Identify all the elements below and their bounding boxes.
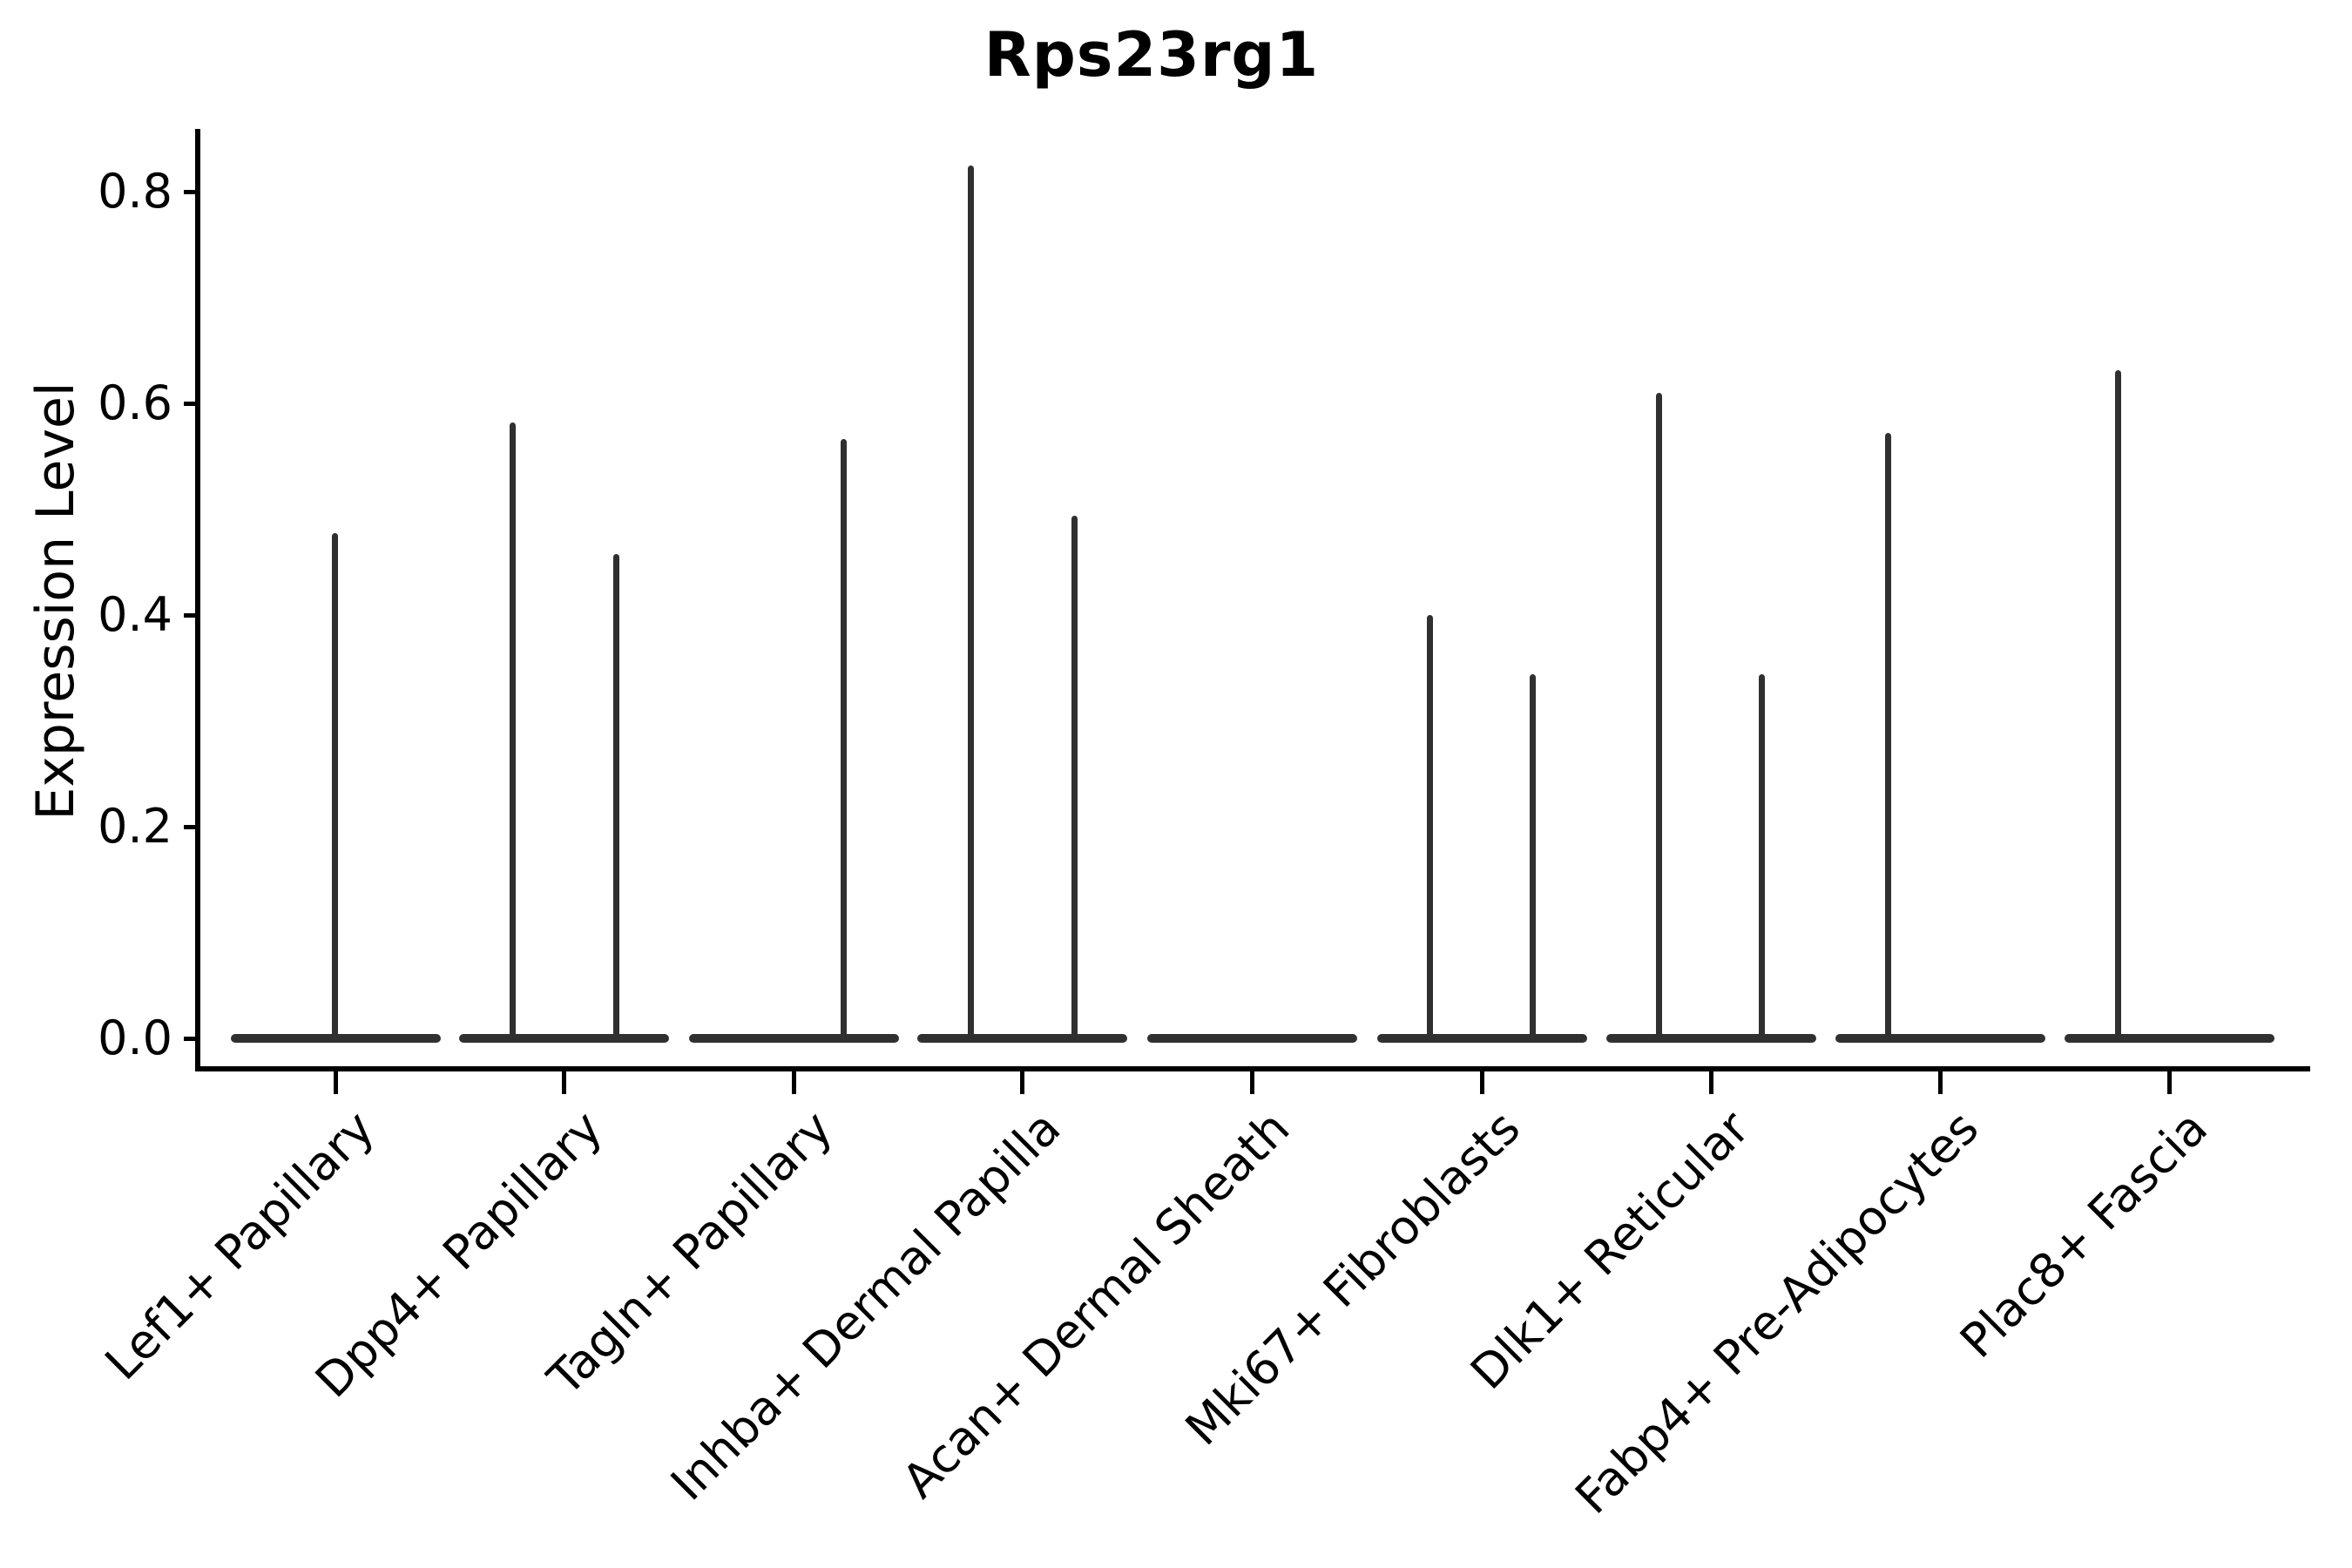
y-tick-label: 0.0 xyxy=(98,1010,172,1065)
x-tick-label: Plac8+ Fascia xyxy=(1950,1100,2219,1369)
violin-spike xyxy=(1071,515,1078,1042)
y-tick-mark xyxy=(184,1036,198,1041)
violin-spike xyxy=(1529,674,1536,1042)
y-tick-label: 0.6 xyxy=(98,375,172,430)
y-axis-spine xyxy=(195,129,200,1071)
x-tick-mark xyxy=(1020,1071,1024,1094)
x-tick-mark xyxy=(1479,1071,1484,1094)
violin-baseline xyxy=(917,1034,1127,1043)
violin-spike xyxy=(841,439,847,1042)
violin-baseline xyxy=(459,1034,669,1043)
violin-spike xyxy=(1656,392,1662,1042)
x-tick-mark xyxy=(562,1071,566,1094)
violin-baseline xyxy=(1146,1034,1357,1043)
y-tick-label: 0.4 xyxy=(98,587,172,642)
y-tick-label: 0.8 xyxy=(98,164,172,219)
violin-spike xyxy=(2114,370,2121,1042)
x-tick-mark xyxy=(792,1071,796,1094)
violin-spike xyxy=(332,533,338,1042)
violin-baseline xyxy=(2065,1034,2274,1043)
violin-spike xyxy=(1759,674,1765,1042)
chart-title: Rps23rg1 xyxy=(983,19,1320,91)
x-tick-label: Acan+ Dermal Sheath xyxy=(892,1100,1301,1509)
violin-spike xyxy=(510,422,516,1042)
violin-baseline xyxy=(1835,1034,2045,1043)
violin-spike xyxy=(968,165,974,1042)
x-tick-label: Inhba+ Dermal Papilla xyxy=(659,1100,1071,1511)
x-tick-mark xyxy=(1937,1071,1943,1094)
violin-baseline xyxy=(689,1034,899,1043)
x-tick-label: Fabp4+ Pre-Adipocytes xyxy=(1564,1100,1989,1524)
violin-spike xyxy=(1426,615,1433,1042)
violin-spike xyxy=(1884,433,1891,1042)
y-tick-mark xyxy=(184,612,198,618)
y-tick-mark xyxy=(184,401,198,406)
violin-baseline xyxy=(1606,1034,1816,1043)
y-tick-mark xyxy=(184,824,198,829)
violin-spike xyxy=(613,553,619,1042)
x-tick-mark xyxy=(2167,1071,2172,1094)
violin-baseline xyxy=(1376,1034,1587,1043)
x-tick-mark xyxy=(1249,1071,1254,1094)
y-tick-mark xyxy=(184,189,198,194)
x-axis-spine xyxy=(195,1066,2310,1071)
x-tick-mark xyxy=(1709,1071,1713,1094)
x-tick-mark xyxy=(334,1071,338,1094)
y-tick-label: 0.2 xyxy=(98,799,172,854)
